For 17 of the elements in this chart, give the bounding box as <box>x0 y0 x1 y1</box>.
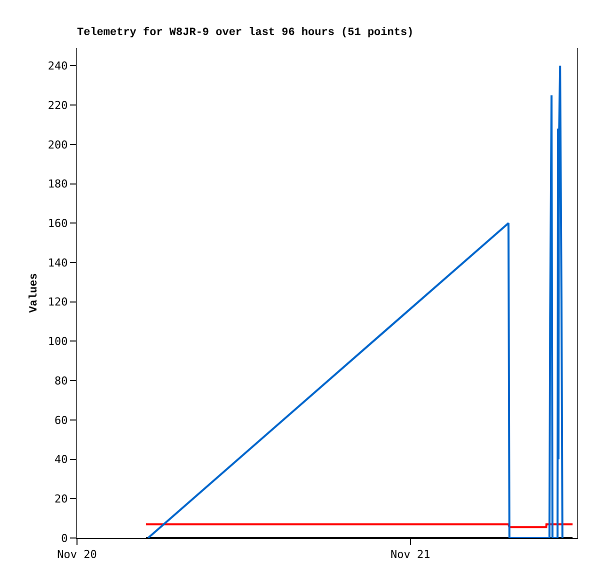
y-axis-title: Values <box>28 273 41 313</box>
y-tick-label: 80 <box>54 374 68 388</box>
y-tick-label: 140 <box>48 256 68 270</box>
y-tick-label: 20 <box>54 492 68 506</box>
y-tick-label: 100 <box>48 335 68 348</box>
y-tick-label: 120 <box>48 296 68 309</box>
x-tick-label: Nov 20 <box>57 548 97 562</box>
x-tick-label: Nov 21 <box>390 548 430 562</box>
y-tick-label: 180 <box>48 178 68 191</box>
y-tick-label: 220 <box>48 98 68 112</box>
y-tick-label: 40 <box>54 453 68 466</box>
y-tick-label: 240 <box>48 60 68 73</box>
y-tick-label: 200 <box>48 138 68 152</box>
y-tick-label: 60 <box>54 414 68 427</box>
y-tick-label: 0 <box>61 532 68 545</box>
y-tick-label: 160 <box>48 216 68 230</box>
chart-title: Telemetry for W8JR-9 over last 96 hours (51 points) <box>77 26 414 39</box>
